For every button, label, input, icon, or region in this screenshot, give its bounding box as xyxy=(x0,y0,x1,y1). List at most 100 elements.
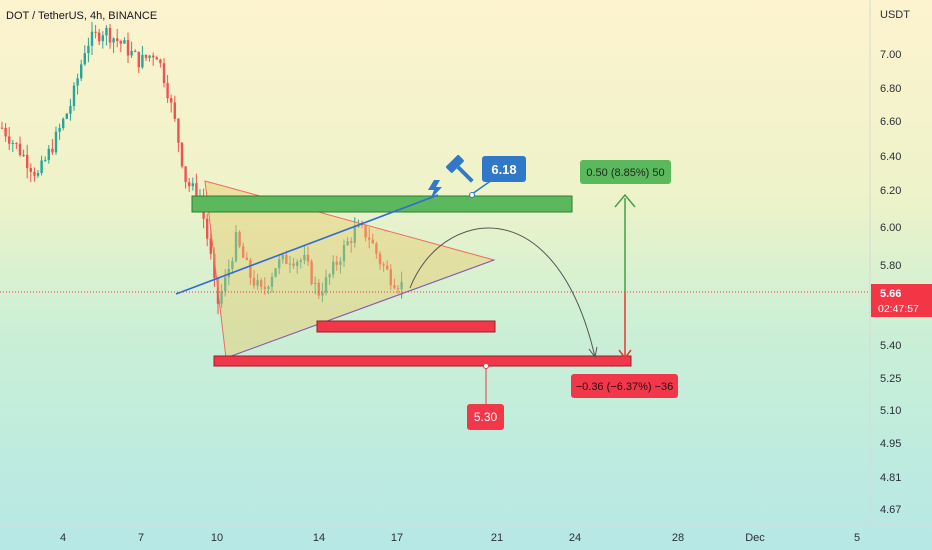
candle-up xyxy=(65,113,68,119)
candle-down xyxy=(119,40,122,44)
time-axis[interactable]: 4 7 10 14 17 21 24 28 Dec 5 xyxy=(60,532,860,544)
candle-down xyxy=(15,143,18,145)
target-callout[interactable] xyxy=(482,156,526,182)
support-callout[interactable] xyxy=(467,404,504,430)
time-tick-label: 17 xyxy=(391,532,403,544)
support-callout-text: 5.30 xyxy=(474,410,498,424)
candle-up xyxy=(123,40,126,44)
candle-down xyxy=(396,288,400,290)
support-callout-anchor xyxy=(483,363,489,369)
candle-up xyxy=(101,35,104,42)
time-tick-label: 5 xyxy=(854,532,860,544)
candle-down xyxy=(260,280,263,287)
candle-down xyxy=(170,98,173,103)
price-tick-label: 6.20 xyxy=(880,185,901,197)
candle-up xyxy=(220,291,223,304)
candle-down xyxy=(137,51,140,68)
candle-down xyxy=(317,282,320,296)
price-tick-label: 5.80 xyxy=(880,260,901,272)
candle-up xyxy=(105,27,108,36)
long-position-label[interactable] xyxy=(580,160,671,184)
time-tick-label: 28 xyxy=(672,532,684,544)
candle-up xyxy=(281,254,284,260)
candle-down xyxy=(252,277,256,286)
candle-up xyxy=(130,50,133,56)
mid-support-zone xyxy=(316,320,496,333)
candle-down xyxy=(0,127,4,129)
candle-up xyxy=(353,227,356,243)
candle-down xyxy=(386,265,389,270)
price-axis[interactable]: 7.00 6.80 6.60 6.40 6.20 6.00 5.80 5.40 5.25 5.10… xyxy=(880,49,901,516)
candle-down xyxy=(162,63,166,84)
short-position-text: −0.36 (−6.37%) −36 xyxy=(576,381,674,393)
chart-title: DOT / TetherUS, 4h, BINANCE xyxy=(6,10,157,22)
candle-up xyxy=(141,54,144,68)
candle-down xyxy=(144,54,148,58)
candle-up xyxy=(296,261,299,267)
price-tick-label: 5.40 xyxy=(880,340,901,352)
candle-down xyxy=(98,32,101,42)
candle-down xyxy=(195,183,198,201)
short-position-label[interactable] xyxy=(571,374,678,398)
candle-up xyxy=(328,274,331,278)
candle-up xyxy=(346,241,349,246)
candle-up xyxy=(148,55,151,58)
price-tick-label: 4.95 xyxy=(880,438,901,450)
candle-up xyxy=(332,261,335,275)
candle-up xyxy=(400,281,403,290)
candle-down xyxy=(173,102,176,119)
gavel-icon xyxy=(446,155,474,183)
long-position-text: 0.50 (8.85%) 50 xyxy=(586,167,664,179)
candle-up xyxy=(227,268,230,278)
candle-down xyxy=(33,171,36,176)
candle-down xyxy=(371,239,374,244)
candle-up xyxy=(324,277,328,293)
candle-down xyxy=(94,31,97,33)
candle-down xyxy=(360,224,364,226)
main-support-zone xyxy=(213,355,632,367)
price-tick-label: 7.00 xyxy=(880,49,901,61)
time-tick-label: 4 xyxy=(60,532,66,544)
candle-up xyxy=(58,127,61,132)
candle-down xyxy=(213,253,216,279)
candle-down xyxy=(116,38,119,41)
candle-down xyxy=(389,269,392,286)
candle-down xyxy=(166,83,169,99)
candle-up xyxy=(339,261,342,265)
candle-down xyxy=(155,57,158,60)
candle-up xyxy=(191,183,194,187)
time-tick-label: 21 xyxy=(491,532,503,544)
candle-up xyxy=(22,154,25,156)
price-tick-label: 6.00 xyxy=(880,222,901,234)
candle-up xyxy=(80,64,83,79)
candle-down xyxy=(292,263,295,267)
candle-up xyxy=(288,263,292,265)
candle-down xyxy=(393,285,396,289)
long-measure-arrowhead xyxy=(614,193,636,208)
candle-countdown: 02:47:57 xyxy=(878,303,919,315)
price-tick-label: 6.60 xyxy=(880,116,901,128)
candle-down xyxy=(242,246,245,258)
candle-down xyxy=(177,118,180,143)
candle-up xyxy=(342,245,346,262)
candle-down xyxy=(310,261,313,285)
candle-down xyxy=(209,238,212,254)
candle-down xyxy=(26,154,29,169)
price-axis-unit: USDT xyxy=(880,9,910,21)
candle-down xyxy=(263,286,266,289)
candle-down xyxy=(18,143,22,156)
candle-down xyxy=(108,27,112,43)
candle-down xyxy=(8,136,11,144)
candle-down xyxy=(180,142,184,167)
candle-down xyxy=(378,253,382,265)
price-tick-label: 4.67 xyxy=(880,504,901,516)
time-tick-label: 24 xyxy=(569,532,581,544)
time-tick-label: 10 xyxy=(211,532,223,544)
candle-up xyxy=(76,78,79,86)
candle-up xyxy=(299,260,302,262)
candle-down xyxy=(134,50,137,52)
trend-line xyxy=(175,194,439,295)
current-price-badge xyxy=(871,284,932,317)
